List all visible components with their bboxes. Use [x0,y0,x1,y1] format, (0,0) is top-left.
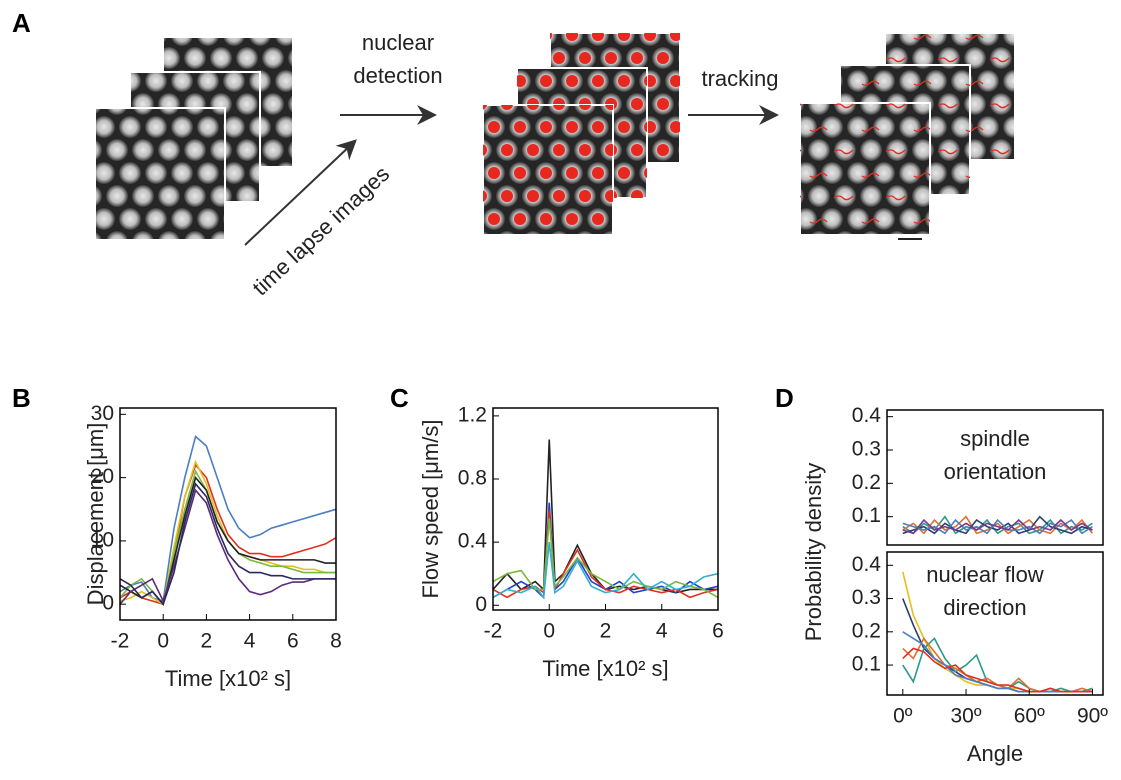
data-line [902,637,1093,693]
y-tick-label: 0.3 [852,586,881,609]
x-tick-label: -2 [111,630,130,653]
annotation: nuclear flow direction [926,562,1044,620]
y-tick-label: 0.3 [852,438,881,461]
x-tick-label: 4 [244,630,256,653]
y-tick-label: 20 [91,465,114,488]
y-tick-label: 0.4 [458,530,488,553]
axes-frame [119,407,337,621]
y-axis-label: Displacement [μm] [83,423,108,606]
x-axis-label: Time [x10² s] [542,656,668,681]
y-tick-label: 0.4 [852,553,882,576]
data-line [902,637,1093,693]
y-tick-label: 0.8 [458,467,487,490]
x-tick-label: 8 [330,630,342,653]
annotation: spindle orientation [943,426,1047,484]
x-axis-label: Angle [967,741,1023,766]
axes-frame [492,407,719,611]
panel-label: C [390,383,409,413]
data-line [120,435,336,603]
x-tick-label: 90º [1077,705,1108,728]
image-stack [799,32,1016,240]
y-tick-label: 0.1 [852,653,881,676]
x-tick-label: -2 [484,620,503,643]
y-tick-label: 30 [91,402,114,425]
x-tick-label: 4 [656,620,668,643]
chart: -2 0 2 4 6 8 0 10 20 30 Time [x10² s] Displacement … [12,383,342,691]
data-line [493,518,718,599]
step-label: tracking [701,66,778,91]
data-line [120,488,336,605]
data-line [902,647,1093,693]
x-tick-label: 6 [712,620,724,643]
data-line [120,475,336,606]
panel-label: D [775,383,794,413]
image-stack [94,36,294,241]
data-line [493,439,718,594]
data-line [120,482,336,606]
arrow [244,139,357,246]
step-label: time lapse images [247,161,394,300]
x-tick-label: 0 [543,620,555,643]
x-tick-label: 0º [893,705,913,728]
data-line [120,463,336,606]
y-tick-label: 0.1 [852,504,881,527]
y-tick-label: 0.2 [852,471,881,494]
y-axis-label: Probability density [801,463,826,642]
x-tick-label: 2 [600,620,612,643]
axes-frame [886,551,1104,696]
x-tick-label: 2 [201,630,213,653]
y-tick-label: 0 [475,593,487,616]
image [94,107,226,241]
y-tick-label: 0 [102,592,114,615]
image-stack [482,32,681,236]
x-tick-label: 60º [1014,705,1045,728]
panel-label: B [12,383,31,413]
y-tick-label: 1.2 [458,403,487,426]
data-line [902,515,1093,535]
panel-label: A [12,8,31,38]
detection-dots [483,105,613,235]
x-tick-label: 6 [287,630,299,653]
step-label: nuclear detection [353,30,443,88]
axes-frame [886,409,1104,546]
chart: 0º 30º 60º 90º 0.1 0.2 0.3 0.4 Angle [852,551,1108,766]
data-line [902,518,1093,535]
chart: 0.1 0.2 0.3 0.4 Probability density D [775,383,1104,642]
x-tick-label: 0 [157,630,169,653]
y-tick-label: 0.2 [852,619,881,642]
data-line [902,518,1093,535]
y-axis-label: Flow speed [μm/s] [418,420,443,599]
data-line [902,515,1094,535]
chart: -2 0 2 4 6 0 0.4 0.8 1.2 Time [x10² s] Flow speed … [390,383,724,681]
data-line [493,542,718,600]
x-axis-label: Time [x10² s] [165,666,291,691]
data-line [120,469,336,606]
y-tick-label: 0.4 [852,404,882,427]
data-line [493,502,718,600]
x-tick-label: 30º [951,705,982,728]
tracks [800,103,930,235]
y-tick-label: 10 [91,528,114,551]
